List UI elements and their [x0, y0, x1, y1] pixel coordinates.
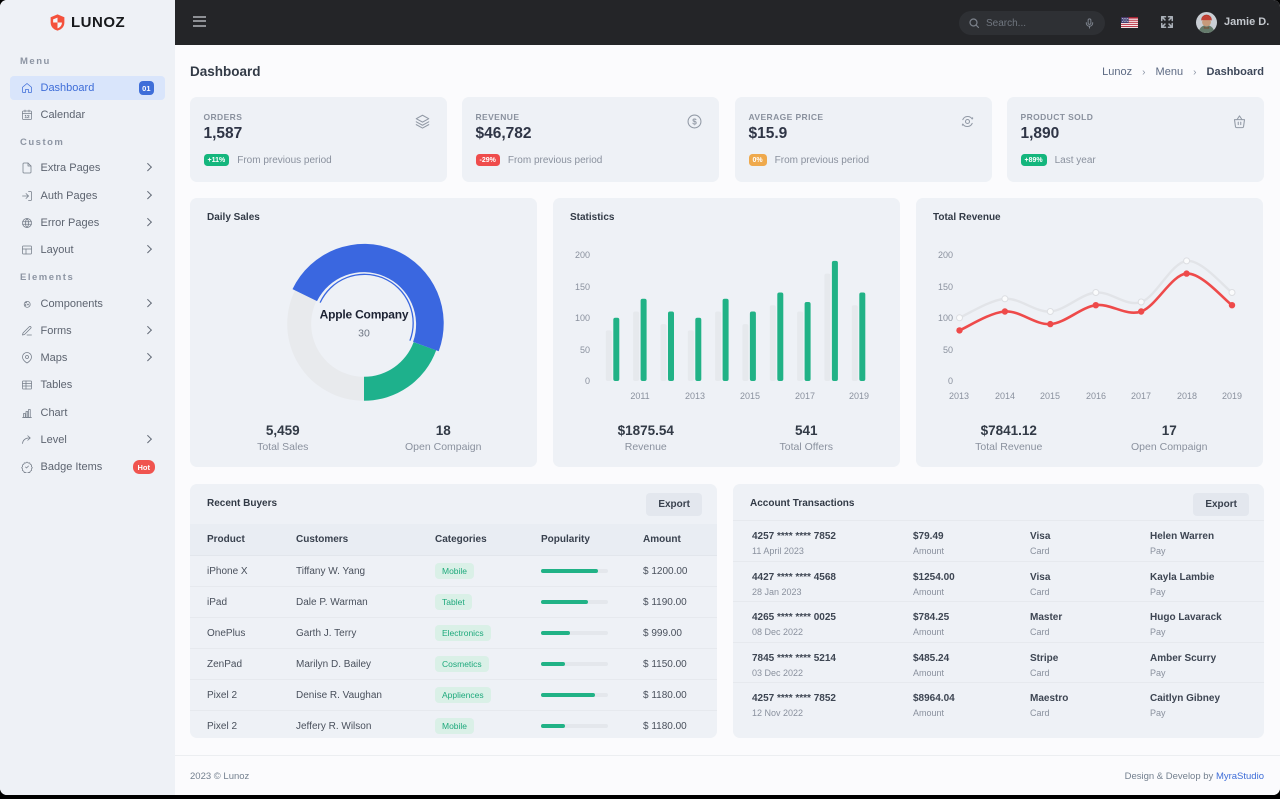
- svg-text:Apple Company: Apple Company: [320, 308, 409, 322]
- svg-text:2014: 2014: [995, 391, 1015, 401]
- svg-text:12: 12: [24, 114, 30, 119]
- svg-text:50: 50: [580, 345, 590, 355]
- svg-text:0: 0: [948, 376, 953, 386]
- svg-text:2013: 2013: [949, 391, 969, 401]
- svg-text:$: $: [692, 117, 697, 126]
- svg-text:50: 50: [943, 345, 953, 355]
- svg-text:30: 30: [358, 328, 370, 340]
- svg-text:2011: 2011: [630, 391, 649, 401]
- svg-text:2015: 2015: [740, 391, 760, 401]
- svg-text:2019: 2019: [849, 391, 869, 401]
- svg-text:100: 100: [938, 313, 953, 323]
- svg-text:2017: 2017: [1131, 391, 1151, 401]
- svg-text:2019: 2019: [1222, 391, 1242, 401]
- svg-text:150: 150: [575, 282, 590, 292]
- svg-text:200: 200: [575, 250, 590, 260]
- svg-text:2015: 2015: [1040, 391, 1060, 401]
- svg-text:0: 0: [585, 376, 590, 386]
- svg-text:2018: 2018: [1177, 391, 1197, 401]
- svg-text:200: 200: [938, 250, 953, 260]
- svg-text:150: 150: [938, 282, 953, 292]
- svg-text:100: 100: [575, 313, 590, 323]
- svg-text:2016: 2016: [1086, 391, 1106, 401]
- svg-text:2013: 2013: [685, 391, 705, 401]
- svg-text:2017: 2017: [795, 391, 815, 401]
